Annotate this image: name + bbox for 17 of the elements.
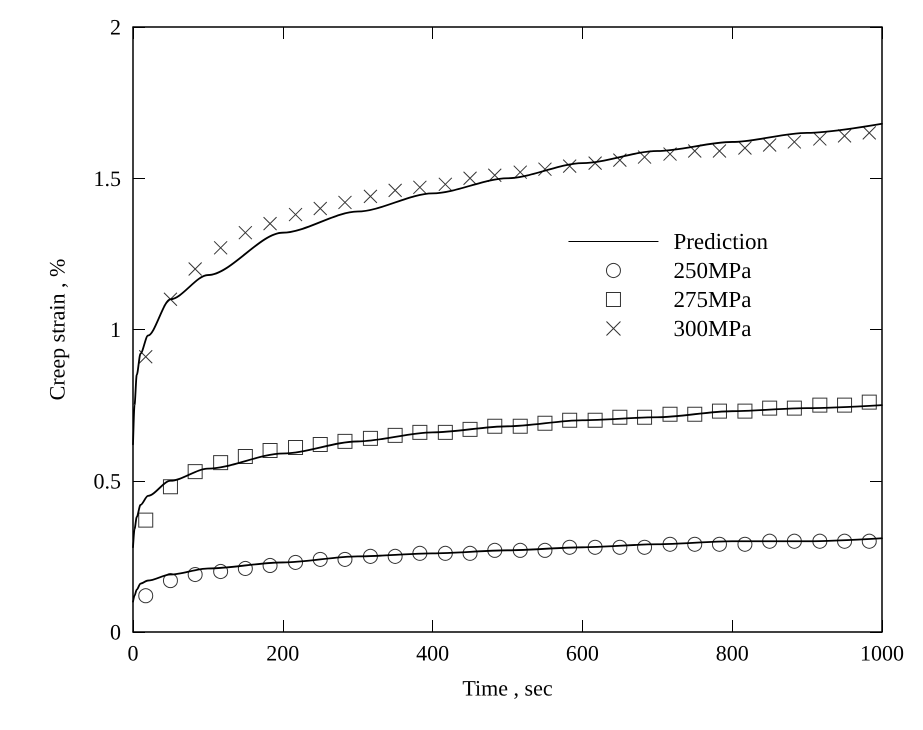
legend-label: 250MPa [673, 258, 752, 283]
x-tick-label: 800 [716, 640, 749, 666]
x-tick-label: 1000 [860, 640, 904, 666]
legend-label: 275MPa [673, 287, 752, 312]
y-tick-label: 1 [110, 317, 121, 342]
x-tick-label: 0 [128, 640, 138, 666]
y-tick-label: 2 [110, 14, 121, 40]
y-axis-title: Creep strain , % [44, 258, 70, 400]
x-axis-title: Time , sec [462, 676, 553, 700]
y-tick-label: 0 [110, 620, 121, 644]
y-tick-label: 1.5 [94, 166, 121, 191]
x-tick-label: 200 [266, 640, 300, 666]
x-tick-label: 400 [416, 640, 450, 666]
legend-label: Prediction [673, 229, 768, 254]
y-tick-label: 0.5 [94, 468, 121, 494]
x-tick-label: 600 [566, 640, 599, 666]
legend-label: 300MPa [673, 316, 752, 341]
